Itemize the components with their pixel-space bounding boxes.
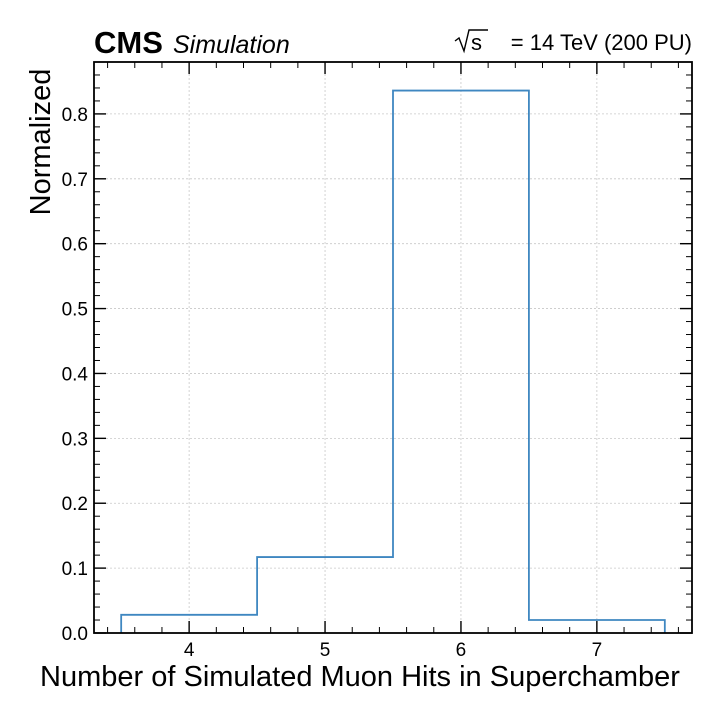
- histogram-step-line: [120, 89, 666, 633]
- histogram-bin-4: [121, 615, 257, 633]
- y-tick-labels: 0.0 0.1 0.2 0.3 0.4 0.5 0.6 0.7 0.8: [62, 105, 89, 645]
- energy-s: s: [471, 30, 482, 55]
- y-tick-label: 0.1: [62, 559, 88, 580]
- y-tick-label: 0.3: [62, 429, 88, 450]
- y-tick-label: 0.5: [62, 300, 88, 321]
- x-tick-label: 4: [184, 640, 195, 661]
- y-tick-label: 0.2: [62, 494, 88, 515]
- energy-label: s = 14 TeV (200 PU): [454, 29, 692, 55]
- y-tick-label: 0.6: [62, 235, 88, 256]
- sqrt-symbol: [454, 29, 488, 54]
- experiment-label: CMS: [94, 25, 163, 60]
- y-tick-label: 0.4: [62, 364, 89, 385]
- y-tick-label: 0.0: [62, 624, 88, 645]
- y-tick-label: 0.8: [62, 105, 88, 126]
- minor-ticks: [94, 61, 692, 633]
- x-tick-labels: 4 5 6 7: [184, 640, 602, 661]
- energy-text: = 14 TeV (200 PU): [511, 30, 692, 55]
- y-axis-title: Normalized: [25, 69, 57, 216]
- x-tick-label: 5: [320, 640, 331, 661]
- histogram-bin-6: [393, 91, 529, 633]
- grid-lines: [94, 62, 692, 633]
- histogram-bin-7: [529, 620, 665, 633]
- x-axis-title: Number of Simulated Muon Hits in Superch…: [40, 661, 680, 693]
- y-tick-label: 0.7: [62, 170, 88, 191]
- plot-frame: [93, 61, 693, 634]
- x-tick-label: 6: [456, 640, 467, 661]
- x-tick-label: 7: [592, 640, 603, 661]
- histogram-bin-5: [257, 557, 393, 633]
- simulation-label: Simulation: [173, 31, 290, 59]
